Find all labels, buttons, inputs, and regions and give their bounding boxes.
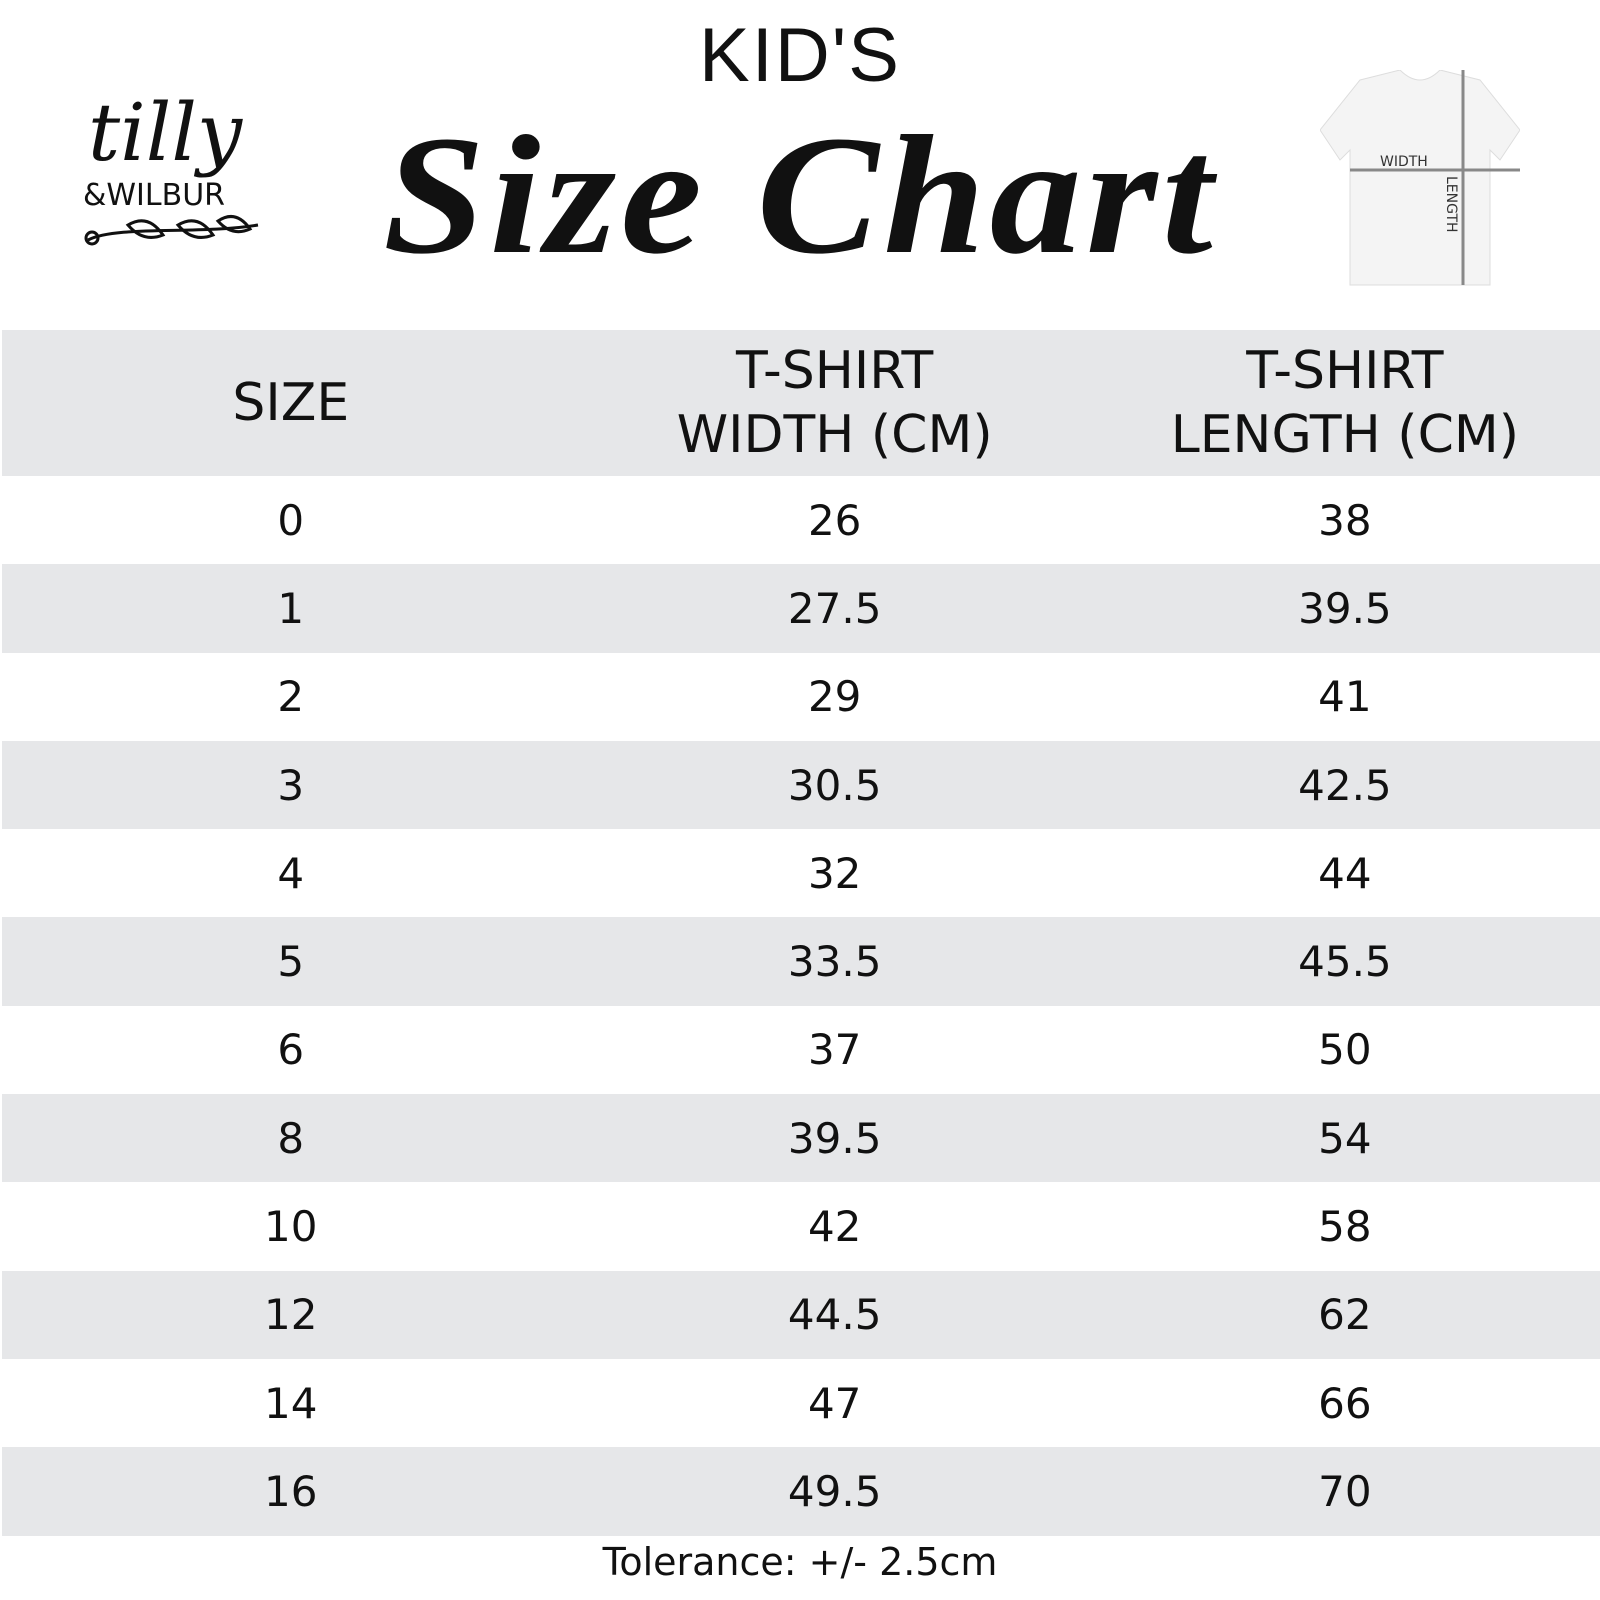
cell-width: 30.5 xyxy=(579,740,1090,830)
cell-width: 49.5 xyxy=(579,1447,1090,1536)
cell-length: 45.5 xyxy=(1089,917,1600,1006)
cell-width: 37 xyxy=(807,1025,862,1075)
cell-width: 33.5 xyxy=(579,917,1090,1006)
width-label: WIDTH xyxy=(1380,154,1428,170)
cell-length: 58 xyxy=(1318,1202,1372,1252)
cell-size: 0 xyxy=(277,495,305,545)
column-header-width: T-SHIRT WIDTH (CM) xyxy=(579,330,1090,476)
table-row: 1 27.5 39.5 xyxy=(2,564,1600,653)
table-row: 4 32 44 xyxy=(2,829,1600,917)
column-header-length: T-SHIRT LENGTH (CM) xyxy=(1089,330,1600,476)
page-title: Size Chart xyxy=(383,101,1217,289)
cell-width: 44.5 xyxy=(579,1270,1090,1359)
cell-length: 39.5 xyxy=(1089,564,1600,653)
subtitle: KID'S xyxy=(699,13,901,98)
cell-width: 26 xyxy=(807,495,862,545)
column-header-size: SIZE xyxy=(2,330,580,476)
cell-length: 50 xyxy=(1318,1025,1372,1075)
cell-length: 62 xyxy=(1089,1270,1600,1359)
table-row: 8 39.5 54 xyxy=(2,1094,1600,1183)
cell-length: 66 xyxy=(1318,1378,1372,1428)
table-row: 3 30.5 42.5 xyxy=(2,740,1600,830)
cell-length: 38 xyxy=(1318,495,1372,545)
cell-length: 41 xyxy=(1318,672,1372,722)
cell-length: 44 xyxy=(1318,848,1372,898)
cell-size: 2 xyxy=(277,672,305,722)
cell-width: 47 xyxy=(807,1378,862,1428)
cell-width: 42 xyxy=(807,1202,862,1252)
length-label: LENGTH xyxy=(1443,176,1459,233)
header-row: SIZE T-SHIRT WIDTH (CM) T-SHIRT LENGTH (CM… xyxy=(2,330,1600,476)
svg-text:&WILBUR: &WILBUR xyxy=(83,178,225,213)
cell-length: 54 xyxy=(1089,1094,1600,1183)
cell-width: 32 xyxy=(807,848,862,898)
table-row: 0 26 38 xyxy=(2,476,1600,564)
tshirt-diagram: WIDTH LENGTH xyxy=(1320,70,1520,286)
table-row: 12 44.5 62 xyxy=(2,1270,1600,1359)
cell-size: 3 xyxy=(2,740,580,830)
size-table: SIZE T-SHIRT WIDTH (CM) T-SHIRT LENGTH (CM… xyxy=(2,330,1600,1536)
svg-text:tilly: tilly xyxy=(88,86,244,179)
table-row: 14 47 66 xyxy=(2,1359,1600,1447)
cell-size: 4 xyxy=(277,848,305,898)
cell-size: 8 xyxy=(2,1094,580,1183)
table-row: 5 33.5 45.5 xyxy=(2,917,1600,1006)
tolerance-note: Tolerance: +/- 2.5cm xyxy=(602,1540,998,1584)
table-row: 10 42 58 xyxy=(2,1182,1600,1270)
cell-width: 29 xyxy=(807,672,862,722)
table-row: 16 49.5 70 xyxy=(2,1447,1600,1536)
cell-size: 5 xyxy=(2,917,580,1006)
cell-size: 1 xyxy=(2,564,580,653)
cell-size: 14 xyxy=(264,1378,318,1428)
table-row: 2 29 41 xyxy=(2,653,1600,741)
cell-size: 16 xyxy=(2,1447,580,1536)
cell-size: 12 xyxy=(2,1270,580,1359)
cell-size: 10 xyxy=(264,1202,318,1252)
cell-length: 42.5 xyxy=(1089,740,1600,830)
brand-logo: tilly &WILBUR xyxy=(83,86,259,246)
cell-length: 70 xyxy=(1089,1447,1600,1536)
cell-size: 6 xyxy=(277,1025,305,1075)
table-row: 6 37 50 xyxy=(2,1006,1600,1094)
cell-width: 39.5 xyxy=(579,1094,1090,1183)
cell-width: 27.5 xyxy=(579,564,1090,653)
